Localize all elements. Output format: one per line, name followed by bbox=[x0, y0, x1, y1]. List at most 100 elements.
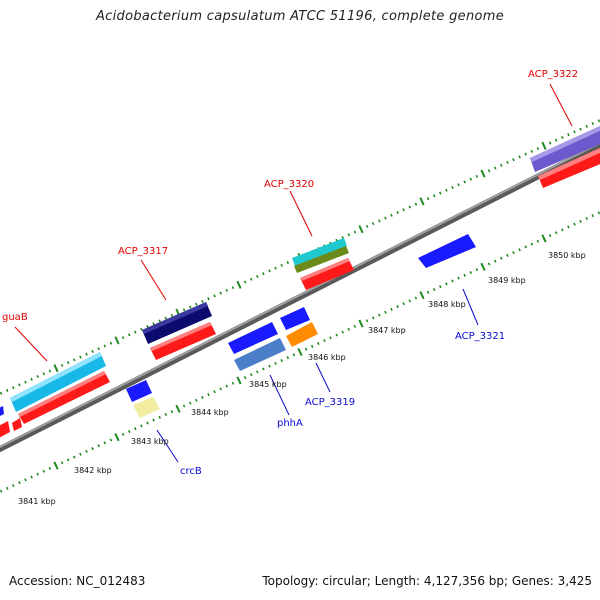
minor-tick bbox=[213, 390, 216, 394]
minor-tick bbox=[103, 441, 107, 445]
minor-tick bbox=[152, 322, 155, 326]
label-crcB: crcB bbox=[180, 466, 202, 477]
minor-tick bbox=[414, 202, 418, 206]
scale-label: 3848 kbp bbox=[428, 300, 466, 309]
minor-tick bbox=[170, 313, 174, 317]
gene-ACP_3317[interactable] bbox=[142, 302, 216, 360]
major-tick bbox=[236, 280, 242, 289]
minor-tick bbox=[518, 248, 521, 252]
genome-backbone bbox=[0, 141, 600, 453]
minor-tick bbox=[134, 330, 137, 334]
minor-tick bbox=[85, 352, 88, 356]
minor-tick bbox=[304, 347, 308, 351]
minor-tick bbox=[201, 395, 204, 399]
minor-tick bbox=[73, 455, 76, 459]
gene-crcB[interactable] bbox=[126, 380, 160, 418]
minor-tick bbox=[127, 430, 131, 434]
forward-strand-genes bbox=[0, 126, 600, 439]
minor-tick bbox=[597, 211, 600, 215]
minor-tick bbox=[365, 224, 369, 228]
minor-tick bbox=[280, 359, 283, 363]
gene-guaB[interactable] bbox=[10, 352, 110, 424]
minor-tick bbox=[5, 388, 9, 392]
minor-tick bbox=[121, 336, 125, 340]
minor-tick bbox=[371, 222, 375, 226]
minor-tick bbox=[487, 262, 491, 266]
gene-ACP_3322[interactable] bbox=[530, 126, 600, 188]
minor-tick bbox=[48, 466, 52, 470]
minor-tick bbox=[207, 297, 210, 301]
minor-tick bbox=[512, 251, 515, 255]
scale-labels: 3841 kbp 3842 kbp 3843 kbp 3844 kbp 3845… bbox=[18, 251, 586, 506]
gene-ACP_3319[interactable] bbox=[280, 307, 318, 347]
gene-partial-left-forward[interactable] bbox=[0, 406, 22, 439]
minor-tick bbox=[512, 158, 515, 162]
minor-tick bbox=[66, 458, 70, 462]
minor-tick bbox=[457, 183, 460, 187]
minor-tick bbox=[268, 364, 271, 368]
minor-tick bbox=[207, 393, 210, 397]
minor-tick bbox=[262, 272, 265, 276]
scale-label: 3849 kbp bbox=[488, 276, 526, 285]
minor-tick bbox=[365, 319, 369, 323]
minor-tick bbox=[445, 188, 448, 192]
minor-tick bbox=[408, 205, 412, 209]
minor-tick bbox=[12, 483, 15, 487]
minor-tick bbox=[79, 452, 82, 456]
minor-tick bbox=[42, 469, 46, 473]
minor-tick bbox=[439, 191, 442, 195]
minor-tick bbox=[182, 404, 186, 408]
minor-tick bbox=[493, 259, 497, 263]
gene-ACP_3321[interactable] bbox=[418, 234, 476, 268]
scale-label: 3844 kbp bbox=[191, 408, 229, 417]
minor-tick bbox=[432, 194, 436, 198]
minor-tick bbox=[463, 273, 466, 277]
minor-tick bbox=[548, 234, 552, 238]
minor-tick bbox=[371, 316, 375, 320]
minor-tick bbox=[518, 155, 521, 159]
minor-tick bbox=[140, 327, 143, 331]
minor-tick bbox=[42, 372, 46, 376]
minor-tick bbox=[79, 355, 82, 359]
minor-tick bbox=[262, 367, 265, 371]
minor-tick bbox=[536, 239, 540, 243]
minor-tick bbox=[341, 236, 344, 240]
minor-tick bbox=[536, 147, 540, 151]
minor-tick bbox=[201, 299, 204, 303]
minor-tick bbox=[475, 174, 479, 178]
minor-tick bbox=[225, 384, 229, 388]
gene-phhA[interactable] bbox=[228, 322, 286, 371]
major-tick bbox=[480, 262, 486, 271]
minor-tick bbox=[60, 363, 64, 367]
minor-tick bbox=[579, 219, 582, 223]
minor-tick bbox=[0, 489, 3, 493]
gene-ACP_3320[interactable] bbox=[292, 238, 354, 290]
minor-tick bbox=[335, 333, 338, 337]
minor-tick bbox=[219, 291, 222, 295]
minor-tick bbox=[256, 274, 259, 278]
minor-tick bbox=[152, 418, 155, 422]
minor-tick bbox=[506, 160, 509, 164]
minor-tick bbox=[219, 387, 222, 391]
minor-tick bbox=[231, 286, 235, 290]
minor-tick bbox=[66, 361, 70, 365]
label-ACP_3321: ACP_3321 bbox=[455, 331, 505, 342]
scale-label: 3846 kbp bbox=[308, 353, 346, 362]
major-tick bbox=[114, 336, 120, 345]
minor-tick bbox=[97, 347, 100, 351]
minor-tick bbox=[426, 290, 430, 294]
minor-tick bbox=[91, 447, 94, 451]
minor-tick bbox=[195, 398, 198, 402]
minor-tick bbox=[274, 266, 277, 270]
minor-tick bbox=[530, 149, 534, 153]
minor-tick bbox=[5, 486, 9, 490]
minor-tick bbox=[249, 277, 253, 281]
minor-tick bbox=[158, 415, 161, 419]
minor-tick bbox=[249, 373, 253, 377]
minor-tick bbox=[195, 302, 198, 306]
minor-tick bbox=[109, 438, 113, 442]
minor-tick bbox=[329, 336, 332, 340]
minor-tick bbox=[18, 481, 21, 485]
minor-tick bbox=[500, 163, 503, 167]
scale-label: 3847 kbp bbox=[368, 326, 406, 335]
